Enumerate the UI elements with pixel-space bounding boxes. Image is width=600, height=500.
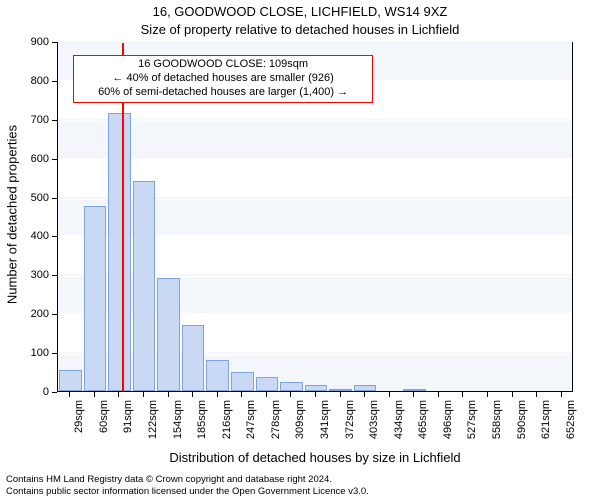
bar — [280, 382, 303, 391]
x-tick-mark — [487, 392, 488, 397]
bar — [59, 370, 82, 391]
x-tick-mark — [561, 392, 562, 397]
x-axis-label: Distribution of detached houses by size … — [57, 450, 573, 465]
bar — [256, 377, 279, 391]
x-tick-mark — [536, 392, 537, 397]
x-tick-mark — [241, 392, 242, 397]
x-tick-mark — [340, 392, 341, 397]
x-tick-mark — [118, 392, 119, 397]
y-axis-label: Number of detached properties — [5, 115, 20, 315]
x-tick-mark — [315, 392, 316, 397]
bar — [206, 360, 229, 391]
y-tick-mark — [52, 275, 57, 276]
x-tick-mark — [512, 392, 513, 397]
bar — [305, 385, 328, 391]
bar — [403, 389, 426, 391]
plot-area: 16 GOODWOOD CLOSE: 109sqm ← 40% of detac… — [57, 42, 573, 392]
x-tick-mark — [217, 392, 218, 397]
x-tick-mark — [438, 392, 439, 397]
y-tick-mark — [52, 392, 57, 393]
y-tick-mark — [52, 236, 57, 237]
y-tick-label: 500 — [25, 192, 49, 204]
chart-subtitle: Size of property relative to detached ho… — [0, 22, 600, 37]
bar — [231, 372, 254, 391]
y-tick-label: 900 — [25, 36, 49, 48]
annotation-line-2: ← 40% of detached houses are smaller (92… — [80, 72, 365, 86]
y-tick-mark — [52, 42, 57, 43]
y-tick-label: 300 — [25, 269, 49, 281]
x-tick-mark — [94, 392, 95, 397]
x-tick-mark — [290, 392, 291, 397]
y-tick-mark — [52, 198, 57, 199]
y-tick-mark — [52, 314, 57, 315]
y-tick-label: 100 — [25, 347, 49, 359]
footer-line-1: Contains HM Land Registry data © Crown c… — [6, 474, 369, 486]
annotation-line-3: 60% of semi-detached houses are larger (… — [80, 86, 365, 100]
footer-line-2: Contains public sector information licen… — [6, 486, 369, 498]
y-tick-label: 200 — [25, 308, 49, 320]
x-tick-mark — [168, 392, 169, 397]
y-tick-mark — [52, 81, 57, 82]
annotation-line-1: 16 GOODWOOD CLOSE: 109sqm — [80, 58, 365, 72]
y-tick-label: 600 — [25, 153, 49, 165]
x-tick-mark — [364, 392, 365, 397]
y-tick-mark — [52, 353, 57, 354]
x-tick-mark — [69, 392, 70, 397]
footer: Contains HM Land Registry data © Crown c… — [6, 474, 369, 498]
x-tick-mark — [462, 392, 463, 397]
bar — [354, 385, 377, 391]
x-tick-mark — [143, 392, 144, 397]
bar — [84, 206, 107, 391]
annotation-box: 16 GOODWOOD CLOSE: 109sqm ← 40% of detac… — [73, 55, 372, 102]
chart-title: 16, GOODWOOD CLOSE, LICHFIELD, WS14 9XZ — [0, 4, 600, 19]
x-tick-mark — [389, 392, 390, 397]
figure: 16, GOODWOOD CLOSE, LICHFIELD, WS14 9XZ … — [0, 0, 600, 500]
bar — [133, 181, 156, 391]
y-tick-mark — [52, 159, 57, 160]
bar — [157, 278, 180, 391]
y-tick-label: 700 — [25, 114, 49, 126]
y-tick-label: 400 — [25, 230, 49, 242]
x-tick-mark — [266, 392, 267, 397]
bar — [329, 389, 352, 391]
x-tick-mark — [192, 392, 193, 397]
bar — [108, 113, 131, 391]
y-tick-label: 800 — [25, 75, 49, 87]
x-tick-mark — [413, 392, 414, 397]
y-tick-label: 0 — [25, 386, 49, 398]
y-tick-mark — [52, 120, 57, 121]
bar — [182, 325, 205, 391]
